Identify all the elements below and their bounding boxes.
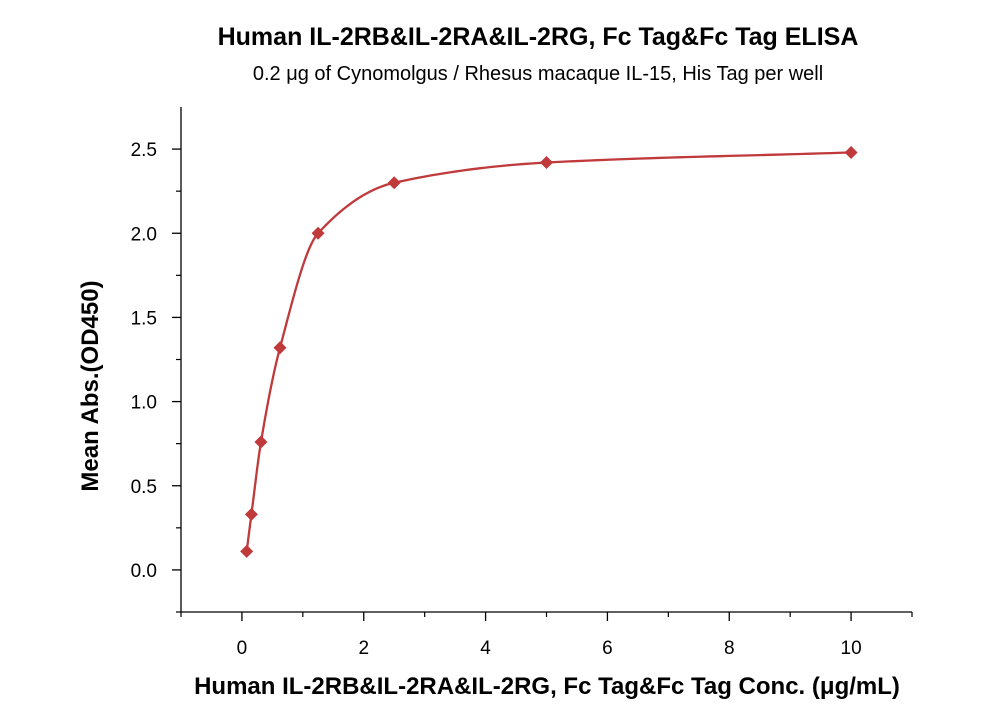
fit-curves (245, 151, 852, 552)
data-point-diamond (240, 544, 254, 558)
x-tick-label: 2 (358, 638, 369, 659)
y-tick-label: 1.5 (131, 308, 157, 329)
data-points (240, 145, 858, 558)
x-axis-label: Human IL-2RB&IL-2RA&IL-2RG, Fc Tag&Fc Ta… (194, 673, 900, 700)
data-point-diamond (387, 176, 401, 190)
y-axis-label: Mean Abs.(OD450) (77, 280, 104, 491)
data-point-diamond (540, 156, 553, 170)
data-point-diamond (844, 145, 858, 159)
chart-title: Human IL-2RB&IL-2RA&IL-2RG, Fc Tag&Fc Ta… (218, 23, 859, 51)
y-tick-label: 2.0 (131, 224, 157, 245)
x-tick-label: 4 (480, 638, 491, 659)
x-tick-label: 10 (841, 638, 862, 659)
x-tick-label: 0 (237, 638, 248, 659)
y-axis-ticks: 0.0 0.5 1.0 1.5 2.0 2.5 (131, 140, 181, 613)
y-tick-label: 0.0 (131, 561, 157, 582)
y-tick-label: 1.0 (131, 393, 157, 414)
x-tick-label: 8 (724, 638, 735, 659)
data-point-diamond (311, 226, 325, 240)
chart-subtitle: 0.2 μg of Cynomolgus / Rhesus macaque IL… (253, 63, 823, 85)
data-point-diamond (254, 435, 268, 449)
data-point-diamond (244, 507, 258, 521)
fit-curve (245, 151, 852, 552)
y-tick-label: 0.5 (131, 477, 157, 498)
data-point-diamond (273, 341, 287, 355)
x-tick-label: 6 (602, 638, 613, 659)
x-axis-ticks: 0 2 4 6 8 10 (180, 612, 913, 659)
y-tick-label: 2.5 (131, 140, 157, 161)
